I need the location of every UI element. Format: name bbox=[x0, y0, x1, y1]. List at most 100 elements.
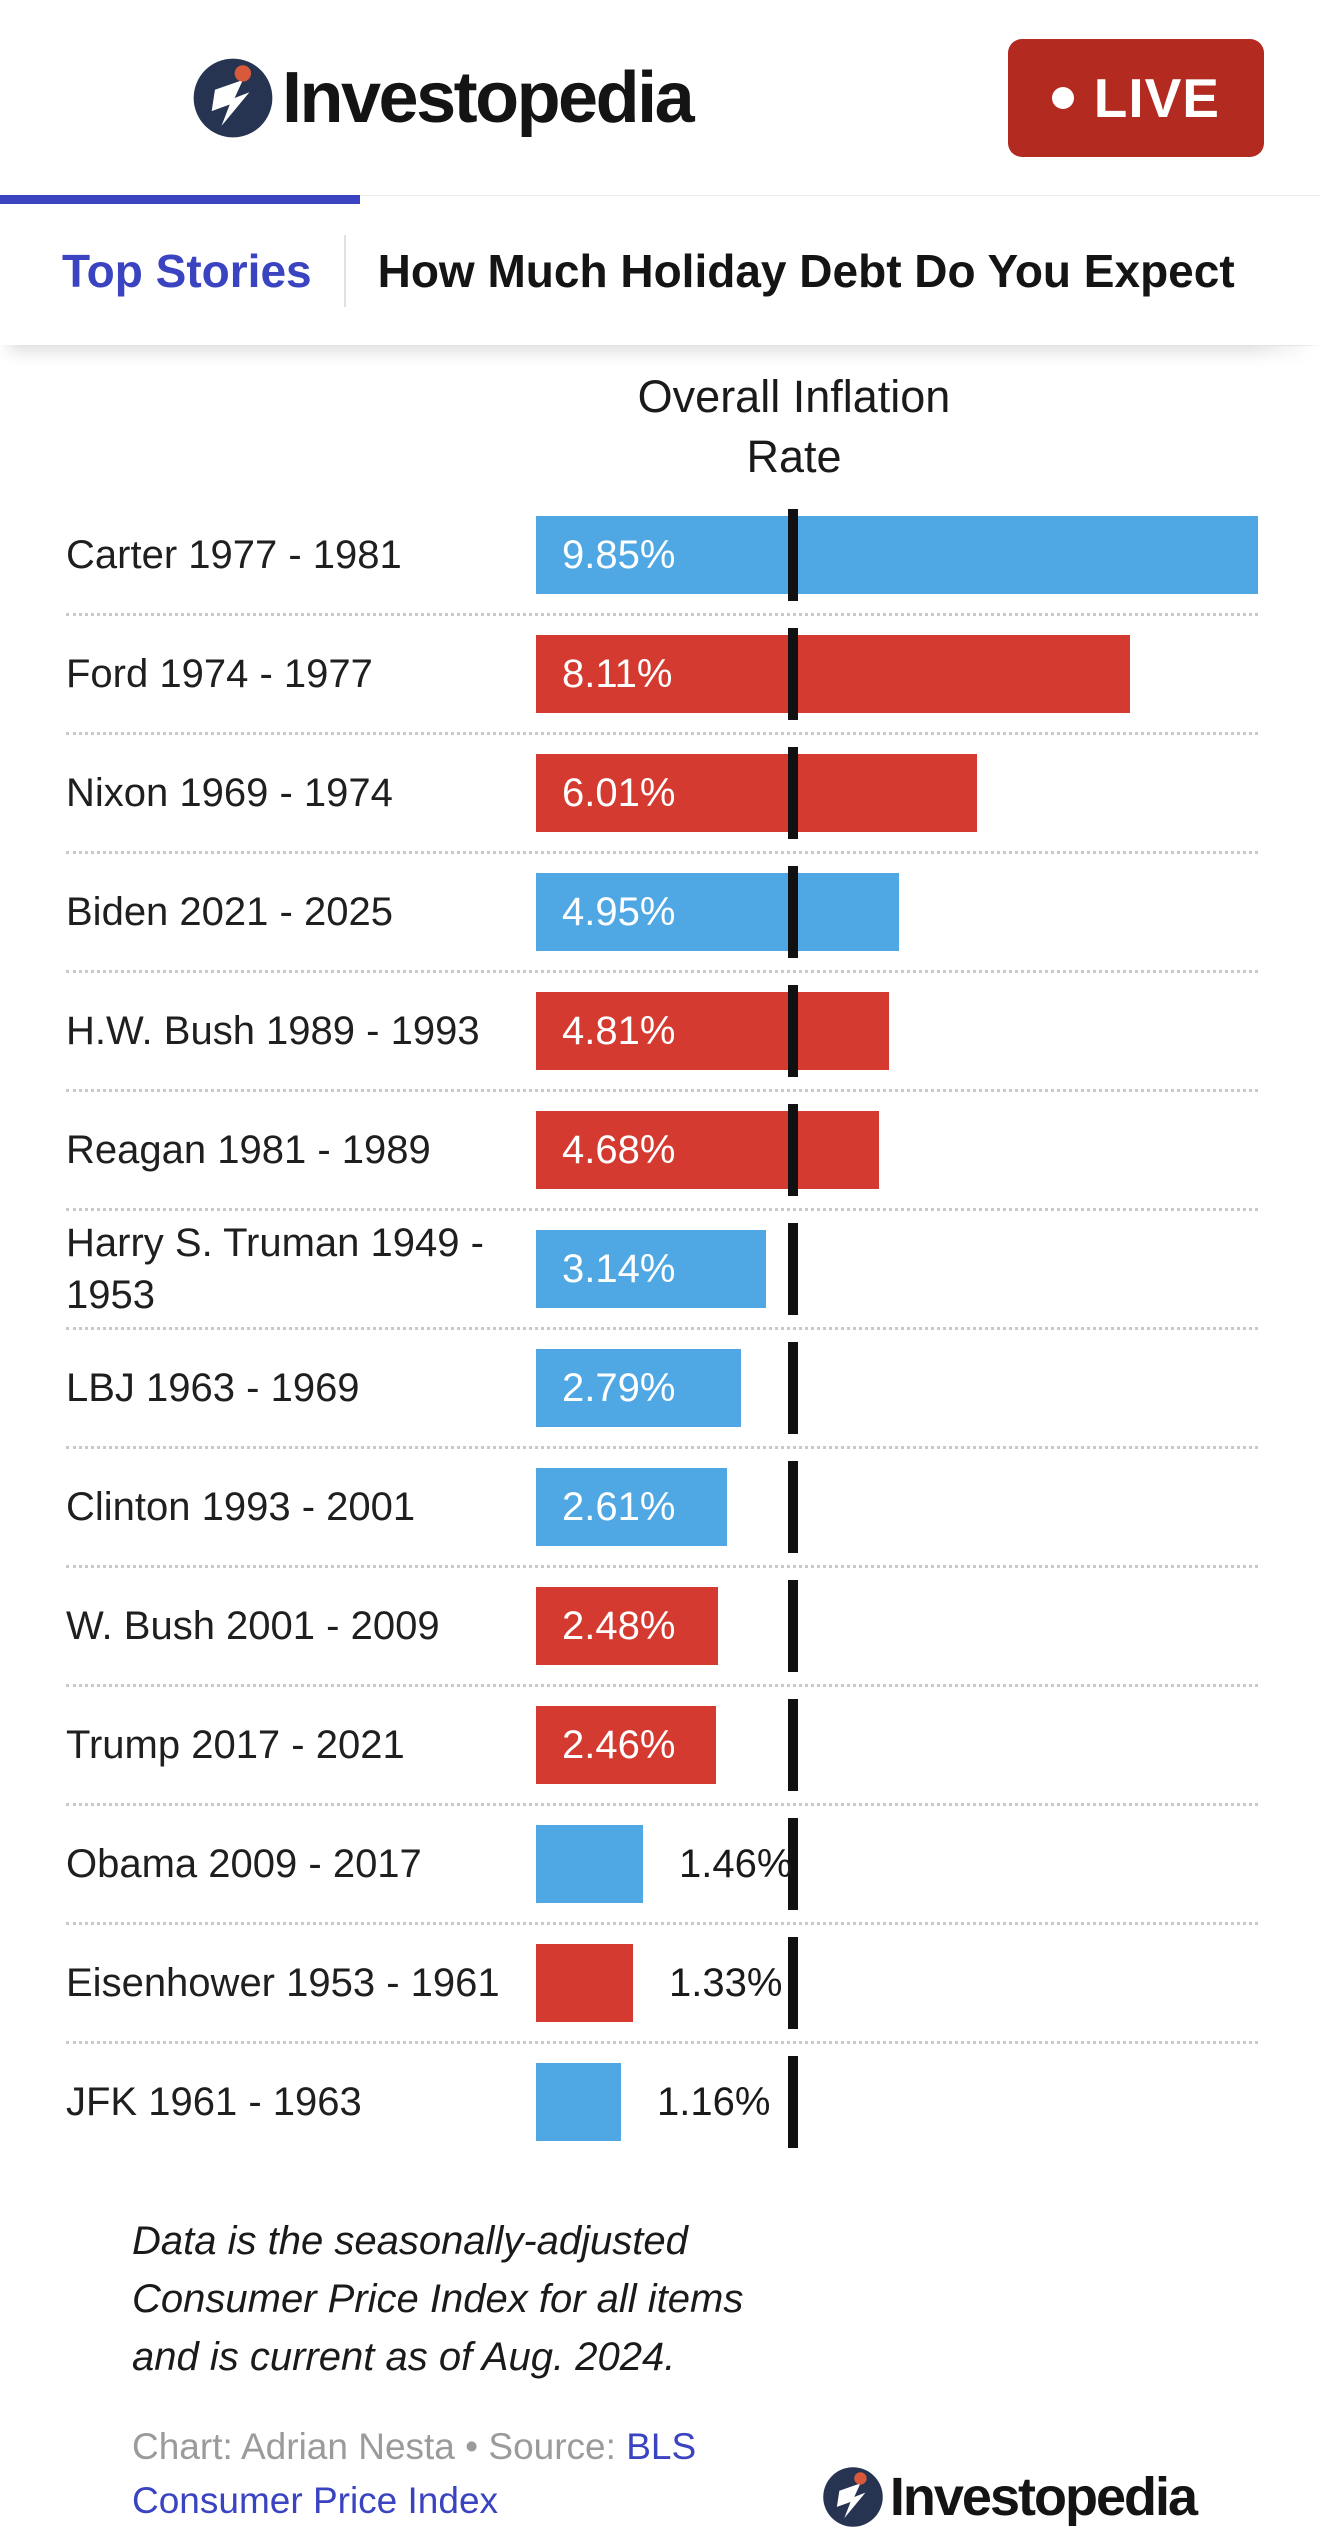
row-separator bbox=[66, 1922, 1258, 1925]
value-label: 1.33% bbox=[669, 1961, 783, 2005]
value-bar bbox=[536, 873, 899, 951]
chart-row: Nixon 1969 - 1974 6.01% bbox=[66, 735, 1258, 851]
bar-track: 2.79% bbox=[536, 1342, 1258, 1434]
row-label: Ford 1974 - 1977 bbox=[66, 652, 373, 696]
chart-footnote: Data is the seasonally-adjusted Consumer… bbox=[132, 2219, 744, 2379]
average-reference-line bbox=[788, 628, 798, 720]
bar-track: 1.33% bbox=[536, 1937, 1258, 2029]
value-label: 1.16% bbox=[657, 2080, 771, 2124]
tab-top-stories[interactable]: Top Stories bbox=[62, 244, 312, 297]
row-label: W. Bush 2001 - 2009 bbox=[66, 1604, 440, 1648]
bar-track: 6.01% bbox=[536, 747, 1258, 839]
value-label: 4.68% bbox=[562, 1128, 676, 1172]
bar-track: 4.68% bbox=[536, 1104, 1258, 1196]
average-reference-line bbox=[788, 1818, 798, 1910]
value-bar bbox=[536, 1230, 766, 1308]
value-label: 6.01% bbox=[562, 771, 676, 815]
bar-track: 1.46% bbox=[536, 1818, 1258, 1910]
value-bar bbox=[536, 1587, 718, 1665]
bar-track: 3.14% bbox=[536, 1223, 1258, 1315]
bar-track: 4.81% bbox=[536, 985, 1258, 1077]
value-label: 2.46% bbox=[562, 1723, 676, 1767]
row-separator bbox=[66, 851, 1258, 854]
bar-track: 1.16% bbox=[536, 2056, 1258, 2148]
value-bar bbox=[536, 516, 1258, 594]
credits-text: Chart: Adrian Nesta • Source: bbox=[132, 2426, 616, 2467]
value-label: 2.79% bbox=[562, 1366, 676, 1410]
active-tab-indicator bbox=[0, 195, 360, 204]
credits: Chart: Adrian Nesta • Source: BLS Consum… bbox=[132, 2420, 712, 2528]
chart-row: Carter 1977 - 1981 9.85% bbox=[66, 497, 1258, 613]
live-button[interactable]: LIVE bbox=[1007, 38, 1264, 157]
value-label: 9.85% bbox=[562, 533, 676, 577]
bar-track: 4.95% bbox=[536, 866, 1258, 958]
value-bar bbox=[536, 1706, 716, 1784]
row-separator bbox=[66, 1565, 1258, 1568]
value-label: 4.95% bbox=[562, 890, 676, 934]
chart-row: W. Bush 2001 - 2009 2.48% bbox=[66, 1568, 1258, 1684]
chart-row: H.W. Bush 1989 - 1993 4.81% bbox=[66, 973, 1258, 1089]
row-separator bbox=[66, 613, 1258, 616]
average-reference-line bbox=[788, 2056, 798, 2148]
chart-row: LBJ 1963 - 1969 2.79% bbox=[66, 1330, 1258, 1446]
value-bar bbox=[536, 754, 977, 832]
chart-title: Overall Inflation Rate bbox=[637, 371, 951, 482]
live-dot-icon bbox=[1051, 86, 1074, 109]
chart-row: Biden 2021 - 2025 4.95% bbox=[66, 854, 1258, 970]
average-reference-line bbox=[788, 1937, 798, 2029]
row-label: Carter 1977 - 1981 bbox=[66, 533, 402, 577]
chart-row: Ford 1974 - 1977 8.11% bbox=[66, 616, 1258, 732]
row-label: Nixon 1969 - 1974 bbox=[66, 771, 393, 815]
row-label: Reagan 1981 - 1989 bbox=[66, 1128, 431, 1172]
story-headline-link[interactable]: How Much Holiday Debt Do You Expect bbox=[377, 244, 1235, 297]
value-bar bbox=[536, 992, 889, 1070]
chart-row: Trump 2017 - 2021 2.46% bbox=[66, 1687, 1258, 1803]
investopedia-wordmark: Investopedia bbox=[889, 2467, 1198, 2527]
value-label: 4.81% bbox=[562, 1009, 676, 1053]
footer-logo: Investopedia bbox=[822, 2466, 1198, 2528]
row-label: LBJ 1963 - 1969 bbox=[66, 1366, 360, 1410]
chart-row: Clinton 1993 - 2001 2.61% bbox=[66, 1449, 1258, 1565]
row-separator bbox=[66, 1327, 1258, 1330]
average-reference-line bbox=[788, 866, 798, 958]
live-label: LIVE bbox=[1093, 66, 1220, 129]
row-label: Obama 2009 - 2017 bbox=[66, 1842, 422, 1886]
bar-track: 8.11% bbox=[536, 628, 1258, 720]
average-reference-line bbox=[788, 1699, 798, 1791]
value-bar bbox=[536, 1825, 643, 1903]
row-separator bbox=[66, 1803, 1258, 1806]
row-separator bbox=[66, 1208, 1258, 1211]
value-label: 2.61% bbox=[562, 1485, 676, 1529]
row-separator bbox=[66, 2041, 1258, 2044]
value-bar bbox=[536, 1944, 633, 2022]
investopedia-icon bbox=[823, 2467, 883, 2527]
value-bar bbox=[536, 1349, 741, 1427]
bar-track: 2.46% bbox=[536, 1699, 1258, 1791]
row-separator bbox=[66, 1684, 1258, 1687]
chart-rows: Carter 1977 - 1981 9.85% Ford 1974 - 1977 8… bbox=[66, 497, 1258, 2160]
row-label: Eisenhower 1953 - 1961 bbox=[66, 1961, 500, 2005]
tab-divider bbox=[343, 234, 346, 307]
investopedia-wordmark: Investopedia bbox=[282, 57, 695, 138]
row-label: H.W. Bush 1989 - 1993 bbox=[66, 1009, 480, 1053]
average-reference-line bbox=[788, 1342, 798, 1434]
inflation-chart: Overall Inflation Rate Carter 1977 - 198… bbox=[0, 345, 1320, 2528]
top-stories-bar: Top Stories How Much Holiday Debt Do You… bbox=[0, 195, 1320, 456]
row-separator bbox=[66, 732, 1258, 735]
bar-track: 2.48% bbox=[536, 1580, 1258, 1672]
source-link[interactable]: BLS Consumer Price Index bbox=[132, 2426, 697, 2521]
average-reference-line bbox=[788, 985, 798, 1077]
value-bar bbox=[536, 1468, 727, 1546]
row-label: JFK 1961 - 1963 bbox=[66, 2080, 362, 2124]
investopedia-logo[interactable]: Investopedia bbox=[192, 57, 695, 139]
average-reference-line bbox=[788, 509, 798, 601]
row-separator bbox=[66, 1446, 1258, 1449]
row-separator bbox=[66, 1089, 1258, 1092]
row-label: Harry S. Truman 1949 - 1953 bbox=[66, 1221, 484, 1317]
row-separator bbox=[66, 970, 1258, 973]
row-label: Biden 2021 - 2025 bbox=[66, 890, 393, 934]
average-reference-line bbox=[788, 1461, 798, 1553]
average-reference-line bbox=[788, 1580, 798, 1672]
value-label: 2.48% bbox=[562, 1604, 676, 1648]
value-label: 8.11% bbox=[562, 652, 673, 696]
